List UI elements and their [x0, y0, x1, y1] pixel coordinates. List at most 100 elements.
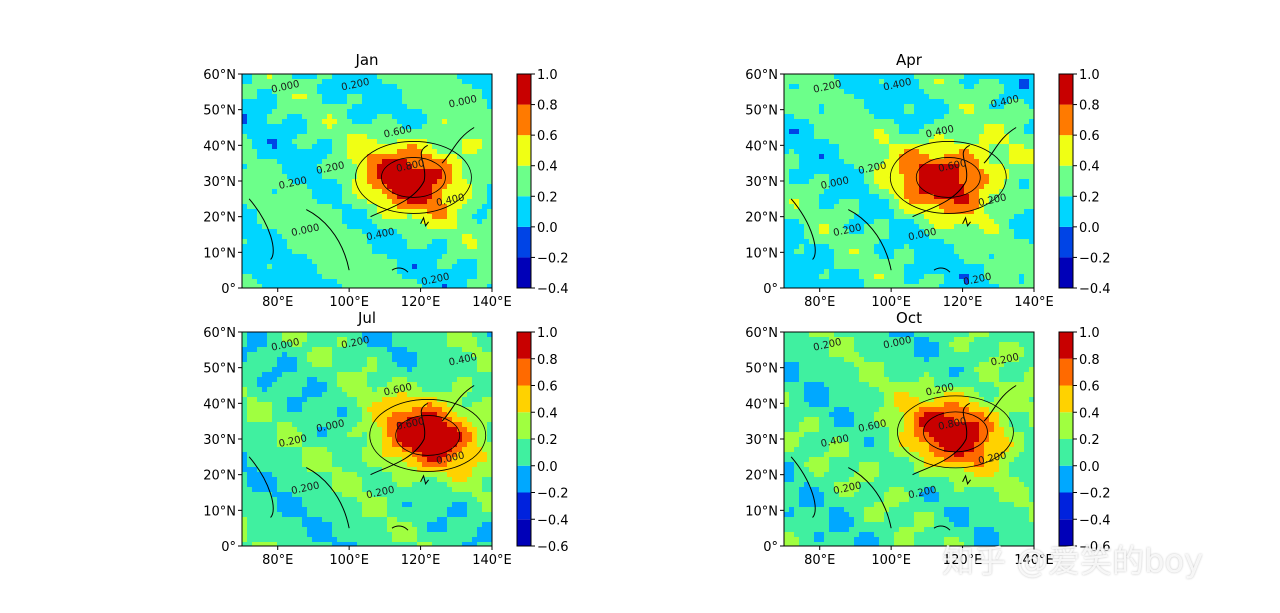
- colorbar-swatch: [1059, 104, 1073, 136]
- contour-field: [242, 74, 492, 288]
- colorbar-swatch: [1059, 226, 1073, 258]
- colorbar-tick-label: −0.4: [537, 513, 569, 528]
- colorbar-tick-label: −0.6: [1079, 540, 1111, 555]
- y-tick-label: 0°: [221, 540, 236, 555]
- colorbar-tick-label: −0.4: [1079, 513, 1111, 528]
- colorbar-swatch: [1059, 385, 1073, 413]
- y-tick-label: 50°N: [203, 104, 236, 119]
- y-tick-label: 60°N: [745, 68, 778, 83]
- contour-line: [355, 141, 472, 214]
- y-tick-label: 30°N: [203, 433, 236, 448]
- contour-line: [897, 395, 1014, 469]
- colorbar-tick-label: 0.6: [537, 129, 558, 144]
- colorbar-tick-label: 0.2: [1079, 190, 1100, 205]
- colorbar-swatch: [517, 439, 531, 466]
- x-tick-label: 120°E: [943, 295, 983, 310]
- x-tick-label: 80°E: [804, 295, 835, 310]
- colorbar-swatch: [517, 412, 531, 439]
- y-tick-label: 40°N: [745, 397, 778, 412]
- y-tick-label: 10°N: [203, 246, 236, 261]
- colorbar-swatch: [1059, 439, 1073, 466]
- y-tick-label: 50°N: [745, 104, 778, 119]
- x-tick-label: 140°E: [1014, 553, 1054, 568]
- colorbar-frame: [1058, 73, 1074, 289]
- colorbar-tick-label: 1.0: [537, 326, 558, 341]
- panel-title: Oct: [896, 309, 922, 327]
- y-tick-label: 30°N: [203, 175, 236, 190]
- colorbar-tick-label: 0.0: [537, 460, 558, 475]
- y-tick-label: 0°: [221, 282, 236, 297]
- y-tick-label: 60°N: [203, 326, 236, 341]
- colorbar-tick-label: 0.4: [537, 160, 558, 175]
- colorbar-swatch: [1059, 332, 1073, 359]
- x-tick-label: 80°E: [804, 553, 835, 568]
- colorbar-swatch: [1059, 492, 1073, 520]
- colorbar-swatch: [517, 104, 531, 136]
- colorbar-tick-label: −0.4: [537, 282, 569, 297]
- contour-line: [889, 141, 1007, 214]
- y-tick-label: 20°N: [203, 211, 236, 226]
- y-tick-label: 20°N: [745, 211, 778, 226]
- colorbar-swatch: [517, 358, 531, 386]
- colorbar-swatch: [1059, 358, 1073, 386]
- y-tick-label: 10°N: [745, 504, 778, 519]
- colorbar-tick-label: 1.0: [1079, 326, 1100, 341]
- colorbar-tick-label: 0.6: [1079, 129, 1100, 144]
- contour-line: [923, 411, 988, 453]
- colorbar-tick-label: 0.4: [1079, 406, 1100, 421]
- y-tick-label: 10°N: [203, 504, 236, 519]
- contour-field: [242, 332, 492, 546]
- colorbar-swatch: [1059, 196, 1073, 227]
- colorbar-swatch: [1059, 257, 1073, 288]
- y-tick-label: 50°N: [745, 362, 778, 377]
- colorbar-tick-label: 0.2: [537, 190, 558, 205]
- colorbar-tick-label: 0.0: [1079, 460, 1100, 475]
- y-tick-label: 30°N: [745, 433, 778, 448]
- colorbar-tick-label: −0.6: [537, 540, 569, 555]
- chart-panel-jan: 0.000 0.2000.0000.6000.8000.2000.2000.400…: [203, 51, 568, 310]
- x-tick-label: 80°E: [262, 295, 293, 310]
- contour-line: [369, 399, 487, 472]
- colorbar-swatch: [517, 135, 531, 166]
- colorbar: −0.6 −0.4 −0.2 0.0 0.2 0.4 0.6 0.8 1.0: [1058, 326, 1111, 555]
- colorbar-tick-label: −0.2: [537, 487, 569, 502]
- panel-title: Jan: [354, 51, 378, 69]
- colorbar-tick-label: 0.0: [1079, 221, 1100, 236]
- colorbar-tick-label: 0.4: [537, 406, 558, 421]
- contour-line: [381, 157, 446, 198]
- colorbar-swatch: [1059, 412, 1073, 439]
- colorbar-tick-label: 1.0: [537, 68, 558, 83]
- y-tick-label: 50°N: [203, 362, 236, 377]
- y-tick-label: 60°N: [745, 326, 778, 341]
- colorbar-tick-label: 0.2: [537, 433, 558, 448]
- colorbar-swatch: [517, 492, 531, 520]
- y-tick-label: 30°N: [745, 175, 778, 190]
- colorbar-tick-label: −0.2: [1079, 487, 1111, 502]
- y-tick-label: 20°N: [203, 469, 236, 484]
- y-tick-label: 40°N: [745, 139, 778, 154]
- contour-line: [395, 415, 461, 456]
- colorbar-swatch: [517, 385, 531, 413]
- x-tick-label: 120°E: [401, 553, 441, 568]
- y-tick-label: 40°N: [203, 397, 236, 412]
- coastline: [790, 127, 1017, 273]
- colorbar-frame: [516, 73, 532, 289]
- colorbar-tick-label: −0.2: [537, 251, 569, 266]
- y-tick-label: 60°N: [203, 68, 236, 83]
- colorbar-swatch: [1059, 165, 1073, 197]
- colorbar-swatch: [1059, 465, 1073, 493]
- x-tick-label: 100°E: [871, 553, 911, 568]
- x-tick-label: 100°E: [329, 553, 369, 568]
- colorbar-swatch: [517, 196, 531, 227]
- colorbar-tick-label: 0.6: [1079, 380, 1100, 395]
- colorbar-swatch: [517, 465, 531, 493]
- colorbar-tick-label: 0.8: [1079, 353, 1100, 368]
- y-tick-label: 40°N: [203, 139, 236, 154]
- colorbar-swatch: [1059, 519, 1073, 546]
- coastline: [790, 385, 1017, 531]
- y-tick-label: 20°N: [745, 469, 778, 484]
- y-tick-label: 10°N: [745, 246, 778, 261]
- x-tick-label: 100°E: [329, 295, 369, 310]
- colorbar-tick-label: 0.2: [1079, 433, 1100, 448]
